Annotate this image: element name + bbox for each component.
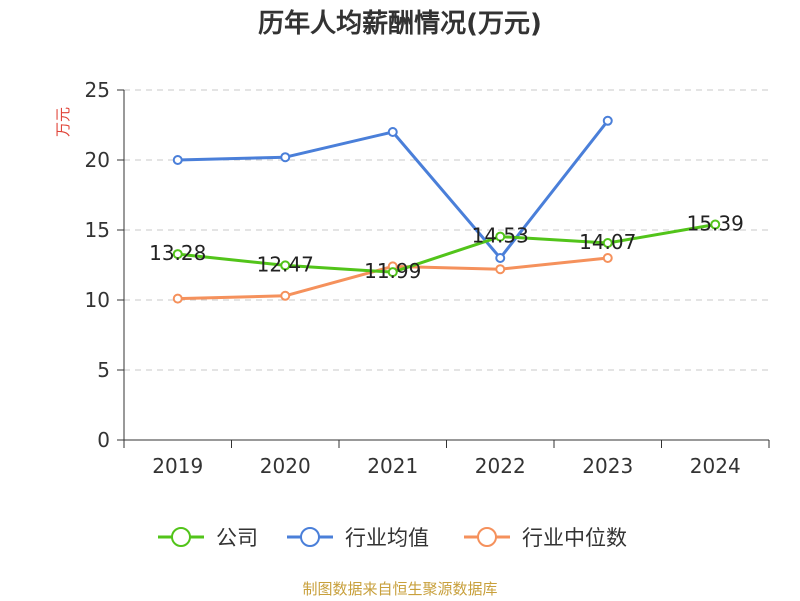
legend-label: 行业均值 — [345, 526, 429, 550]
y-tick-label: 20 — [85, 148, 110, 172]
data-label: 14.07 — [579, 230, 636, 254]
legend-item-0[interactable]: 公司 — [158, 526, 258, 550]
data-labels: 13.28 12.47 11.99 14.53 14.07 15.39 — [149, 212, 744, 284]
data-label: 15.39 — [687, 212, 744, 236]
legend-item-1[interactable]: 行业均值 — [287, 526, 429, 550]
data-point — [710, 219, 721, 230]
y-tick-label: 10 — [85, 288, 110, 312]
series-line — [177, 119, 609, 260]
data-point — [495, 231, 506, 242]
legend-marker — [477, 527, 497, 547]
legend-item-2[interactable]: 行业中位数 — [464, 526, 627, 550]
y-tick-label: 0 — [97, 428, 110, 452]
legend-marker — [300, 527, 320, 547]
data-point — [495, 253, 506, 263]
axes: 0 5 10 15 20 25 2019 2020 2021 2022 2023 2024 — [85, 78, 770, 478]
gridlines — [124, 89, 769, 371]
legend-label: 行业中位数 — [522, 526, 627, 550]
legend: 公司 行业均值 行业中位数 — [158, 526, 627, 550]
data-point — [172, 155, 183, 165]
x-tick-label: 2021 — [367, 454, 418, 478]
y-tick-label: 25 — [85, 78, 110, 102]
series-line — [177, 223, 716, 274]
x-tick-label: 2020 — [260, 454, 311, 478]
data-point — [172, 293, 183, 304]
legend-label: 公司 — [216, 526, 258, 550]
data-point — [387, 267, 398, 278]
x-tick-label: 2022 — [475, 454, 526, 478]
data-label: 13.28 — [149, 241, 206, 265]
data-label: 14.53 — [472, 224, 529, 248]
x-tick-label: 2024 — [690, 454, 741, 478]
data-point — [387, 127, 398, 137]
data-point — [172, 249, 183, 260]
series-lines — [172, 115, 721, 304]
data-point — [280, 290, 291, 301]
data-point — [280, 152, 291, 163]
data-point — [495, 264, 506, 275]
y-tick-label: 5 — [97, 358, 110, 382]
y-axis-label: 万元 — [54, 107, 72, 137]
series-2 — [172, 253, 613, 304]
source-note: 制图数据来自恒生聚源数据库 — [302, 580, 498, 598]
x-tick-label: 2023 — [582, 454, 633, 478]
data-label: 11.99 — [364, 259, 421, 283]
chart-title: 历年人均薪酬情况(万元) — [258, 9, 542, 39]
data-point — [280, 260, 291, 271]
x-tick-label: 2019 — [152, 454, 203, 478]
legend-marker — [171, 527, 191, 547]
data-point — [602, 253, 613, 263]
series-0 — [172, 219, 721, 278]
data-label: 12.47 — [257, 252, 314, 276]
data-point — [602, 238, 613, 249]
y-tick-label: 15 — [85, 218, 110, 242]
series-1 — [172, 115, 613, 263]
data-point — [602, 115, 613, 126]
